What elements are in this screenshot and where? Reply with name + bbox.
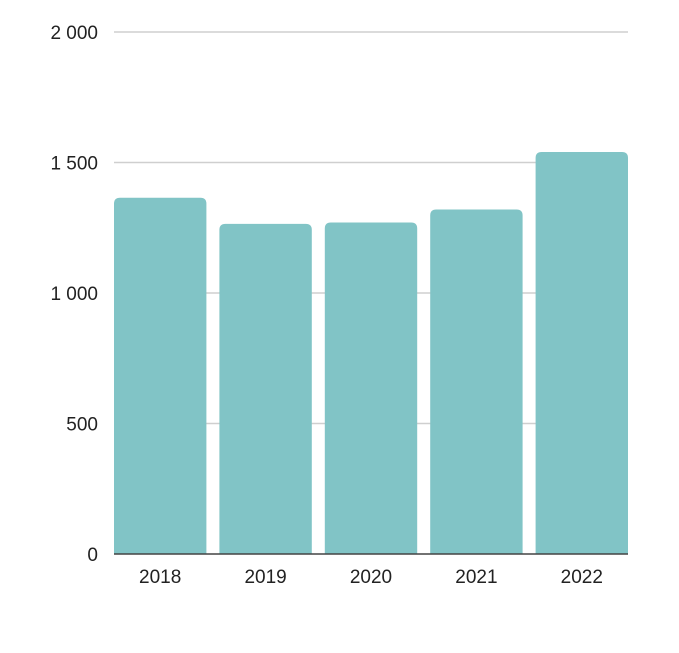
y-tick-label: 2 000 <box>50 23 98 44</box>
y-tick-label: 0 <box>87 545 98 566</box>
axes: 0 500 1 000 1 500 2 000 2018 2019 2020 2021 2022 <box>50 23 628 588</box>
bars <box>114 152 628 555</box>
x-tick-label: 2021 <box>455 567 497 588</box>
bar-2021 <box>430 209 523 555</box>
x-tick-label: 2020 <box>350 567 392 588</box>
bar-2019 <box>219 223 312 554</box>
x-tick-label: 2019 <box>244 567 286 588</box>
x-tick-label: 2018 <box>139 567 181 588</box>
bar-2022 <box>535 152 628 554</box>
bar-2020 <box>324 222 418 554</box>
y-tick-label: 500 <box>66 415 98 436</box>
x-tick-label: 2022 <box>561 567 603 588</box>
y-tick-label: 1 000 <box>50 284 98 305</box>
bar-2018 <box>114 197 207 555</box>
y-tick-label: 1 500 <box>50 154 98 175</box>
